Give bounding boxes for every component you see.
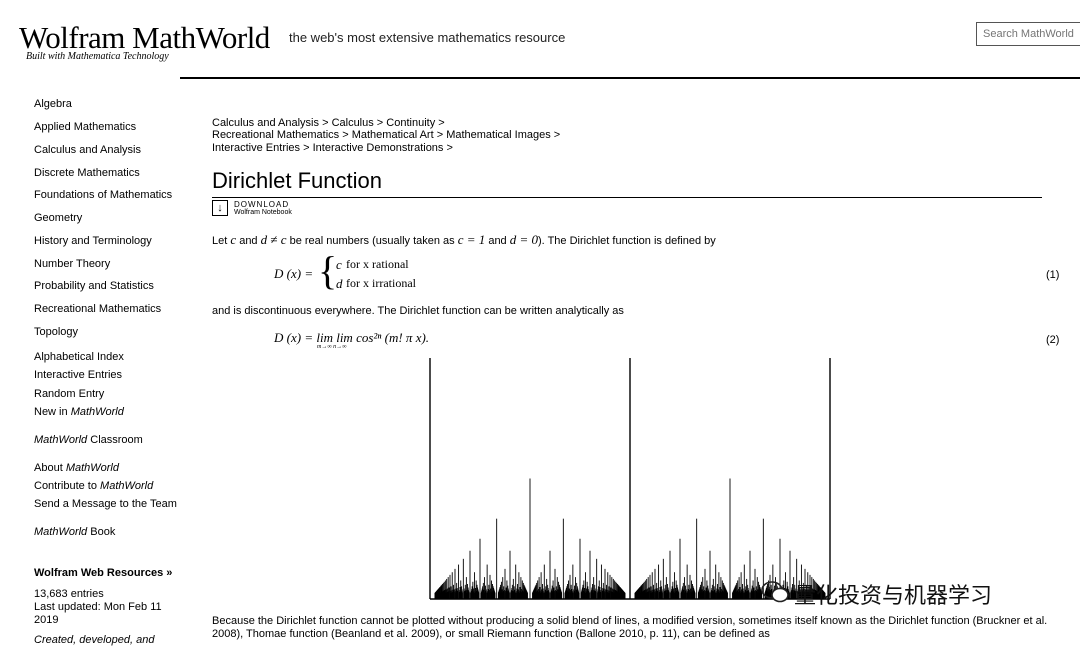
sidebar-item-history[interactable]: History and Terminology bbox=[34, 235, 152, 247]
breadcrumb: Interactive Entries > Interactive Demons… bbox=[212, 142, 453, 154]
sidebar-item-number-theory[interactable]: Number Theory bbox=[34, 258, 111, 270]
new-in-emph: MathWorld bbox=[70, 406, 124, 418]
sidebar-last-updated: Last updated: Mon Feb 11 bbox=[34, 601, 162, 613]
sidebar-resources-title[interactable]: Wolfram Web Resources » bbox=[34, 567, 173, 579]
breadcrumb-item[interactable]: Interactive Entries bbox=[212, 142, 301, 154]
sidebar-item-contribute[interactable]: Contribute to MathWorld bbox=[34, 480, 153, 492]
text: and bbox=[485, 235, 510, 247]
body-paragraph: 2008), Thomae function (Beanland et al. … bbox=[212, 628, 770, 640]
sidebar-item-random-entry[interactable]: Random Entry bbox=[34, 388, 105, 400]
sidebar-item-algebra[interactable]: Algebra bbox=[34, 98, 72, 110]
equation-1-brace: { bbox=[318, 248, 338, 293]
sidebar-item-topology[interactable]: Topology bbox=[34, 326, 79, 338]
body-paragraph: and is discontinuous everywhere. The Dir… bbox=[212, 305, 624, 317]
new-in-label: New in bbox=[34, 406, 71, 418]
breadcrumb-item[interactable]: Mathematical Art bbox=[351, 129, 434, 141]
breadcrumb: Recreational Mathematics > Mathematical … bbox=[212, 129, 561, 141]
book-label: Book bbox=[87, 526, 116, 538]
sidebar-item-send-message[interactable]: Send a Message to the Team bbox=[34, 498, 177, 510]
text: and bbox=[236, 235, 261, 247]
sidebar-item-applied-mathematics[interactable]: Applied Mathematics bbox=[34, 121, 137, 133]
math-inline: c = 1 bbox=[457, 232, 486, 247]
classroom-label: Classroom bbox=[87, 434, 143, 446]
text: Let bbox=[212, 235, 231, 247]
equation-2-limits: m→∞ n→∞ bbox=[317, 344, 347, 350]
contribute-label: Contribute to bbox=[34, 480, 101, 492]
sidebar-item-new-in-mathworld[interactable]: New in MathWorld bbox=[34, 406, 124, 418]
equation-1-case-value: c bbox=[336, 257, 342, 272]
equation-1-lhs: D (x) = bbox=[274, 266, 314, 281]
math-inline: d = 0 bbox=[509, 232, 539, 247]
mathworld-logo[interactable]: Wolfram MathWorld bbox=[19, 20, 270, 55]
sidebar-item-alphabetical-index[interactable]: Alphabetical Index bbox=[34, 351, 124, 363]
math-inline: d ≠ c bbox=[260, 232, 287, 247]
breadcrumb-item[interactable]: Interactive Demonstrations bbox=[312, 142, 444, 154]
watermark-text: 量化投资与机器学习 bbox=[794, 583, 993, 608]
sidebar-item-interactive-entries[interactable]: Interactive Entries bbox=[34, 369, 123, 381]
sidebar-item-calculus[interactable]: Calculus and Analysis bbox=[34, 144, 142, 156]
sidebar-item-foundations[interactable]: Foundations of Mathematics bbox=[34, 189, 173, 201]
breadcrumb-item[interactable]: Calculus bbox=[331, 117, 374, 129]
about-label: About bbox=[34, 462, 66, 474]
equation-1-case-condition: for x irrational bbox=[346, 276, 416, 290]
site-tagline: the web's most extensive mathematics res… bbox=[289, 30, 566, 45]
sidebar-item-discrete[interactable]: Discrete Mathematics bbox=[34, 167, 140, 179]
search-input[interactable] bbox=[976, 22, 1080, 46]
sidebar-entries-count: 13,683 entries bbox=[34, 588, 104, 600]
text: be real numbers (usually taken as bbox=[286, 235, 458, 247]
sidebar-item-recreational[interactable]: Recreational Mathematics bbox=[34, 303, 162, 315]
equation-1-number: (1) bbox=[1046, 269, 1060, 281]
about-emph: MathWorld bbox=[65, 462, 119, 474]
intro-paragraph: Let c and d ≠ c be real numbers (usually… bbox=[212, 232, 716, 248]
title-divider bbox=[212, 197, 1042, 198]
text: ). The Dirichlet function is defined by bbox=[538, 235, 716, 247]
sidebar-item-about[interactable]: About MathWorld bbox=[34, 462, 119, 474]
math-inline: c bbox=[230, 232, 237, 247]
classroom-emph: MathWorld bbox=[34, 434, 88, 446]
page-title: Dirichlet Function bbox=[212, 168, 382, 193]
contribute-emph: MathWorld bbox=[100, 480, 154, 492]
sidebar-item-classroom[interactable]: MathWorld Classroom bbox=[34, 434, 143, 446]
equation-2: D (x) = lim lim cos²ⁿ (m! π x). bbox=[274, 330, 430, 345]
logo-tagline: Built with Mathematica Technology bbox=[26, 51, 169, 62]
sidebar-item-probability[interactable]: Probability and Statistics bbox=[34, 280, 154, 292]
equation-2-number: (2) bbox=[1046, 334, 1060, 346]
download-icon[interactable]: ↓ bbox=[212, 200, 228, 216]
header-divider bbox=[180, 77, 1080, 79]
wechat-icon bbox=[761, 581, 789, 603]
download-sublabel: Wolfram Notebook bbox=[234, 209, 292, 216]
breadcrumb-item[interactable]: Recreational Mathematics bbox=[212, 129, 340, 141]
equation-1-case-value: d bbox=[336, 276, 343, 291]
sidebar-item-geometry[interactable]: Geometry bbox=[34, 212, 83, 224]
breadcrumb-item[interactable]: Calculus and Analysis bbox=[212, 117, 320, 129]
body-paragraph: Because the Dirichlet function cannot be… bbox=[212, 615, 1048, 627]
book-emph: MathWorld bbox=[34, 526, 88, 538]
breadcrumb-item[interactable]: Mathematical Images bbox=[446, 129, 551, 141]
download-button[interactable]: DOWNLOAD bbox=[234, 200, 290, 209]
breadcrumb: Calculus and Analysis > Calculus > Conti… bbox=[212, 117, 445, 129]
sidebar-last-updated-year: 2019 bbox=[34, 614, 59, 626]
breadcrumb-item[interactable]: Continuity bbox=[386, 117, 436, 129]
dirichlet-function-plot bbox=[429, 358, 831, 600]
sidebar-credits: Created, developed, and bbox=[34, 634, 155, 646]
plot-lines bbox=[429, 358, 831, 599]
equation-1-case-condition: for x rational bbox=[346, 257, 409, 271]
sidebar-item-book[interactable]: MathWorld Book bbox=[34, 526, 115, 538]
